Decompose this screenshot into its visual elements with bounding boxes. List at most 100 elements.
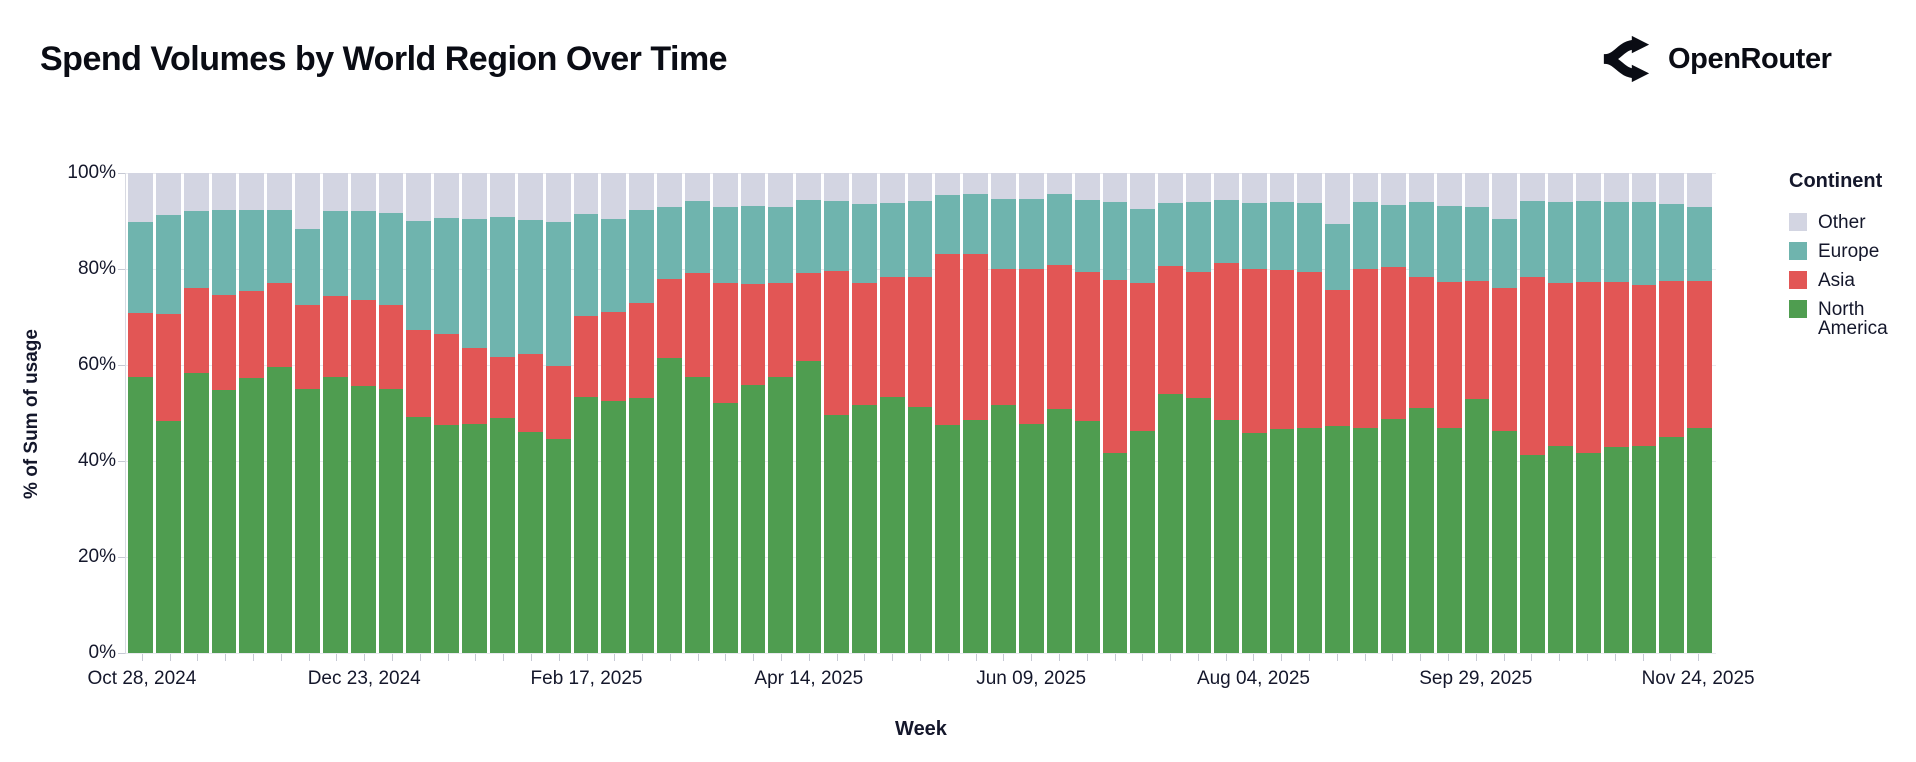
segment-other[interactable]	[824, 173, 849, 202]
segment-asia[interactable]	[935, 253, 961, 426]
segment-other[interactable]	[1603, 173, 1629, 202]
segment-asia[interactable]	[1186, 271, 1211, 398]
segment-asia[interactable]	[489, 356, 515, 419]
segment-other[interactable]	[907, 173, 933, 202]
bar-week-Oct 28, 2024[interactable]	[128, 173, 153, 653]
segment-asia[interactable]	[1130, 282, 1156, 432]
segment-asia[interactable]	[1241, 269, 1267, 434]
bar-week-May 12, 2025[interactable]	[907, 173, 933, 653]
segment-north-america[interactable]	[907, 406, 933, 653]
segment-north-america[interactable]	[657, 358, 682, 653]
segment-asia[interactable]	[183, 288, 209, 374]
segment-asia[interactable]	[851, 282, 877, 405]
bar-week-Aug 18, 2025[interactable]	[1297, 173, 1323, 653]
segment-north-america[interactable]	[1520, 455, 1546, 653]
segment-north-america[interactable]	[1380, 419, 1406, 653]
bar-week-Sep 22, 2025[interactable]	[1436, 173, 1462, 653]
segment-other[interactable]	[935, 173, 961, 195]
segment-europe[interactable]	[1603, 201, 1629, 283]
segment-europe[interactable]	[462, 219, 487, 348]
segment-other[interactable]	[1353, 173, 1378, 203]
segment-other[interactable]	[740, 173, 766, 206]
bar-week-Feb 24, 2025[interactable]	[601, 173, 627, 653]
segment-north-america[interactable]	[1074, 421, 1100, 653]
segment-north-america[interactable]	[1130, 431, 1156, 653]
segment-asia[interactable]	[768, 283, 794, 377]
bar-week-Jul 07, 2025[interactable]	[1130, 173, 1156, 653]
segment-north-america[interactable]	[601, 400, 627, 653]
bar-week-Apr 28, 2025[interactable]	[851, 173, 877, 653]
segment-other[interactable]	[489, 173, 515, 218]
segment-other[interactable]	[1158, 173, 1184, 203]
segment-north-america[interactable]	[350, 386, 376, 653]
segment-asia[interactable]	[907, 276, 933, 407]
bar-week-Feb 03, 2025[interactable]	[517, 173, 543, 653]
segment-north-america[interactable]	[128, 376, 153, 653]
segment-asia[interactable]	[991, 268, 1016, 406]
segment-north-america[interactable]	[1186, 397, 1211, 653]
segment-europe[interactable]	[991, 198, 1016, 269]
segment-europe[interactable]	[1659, 204, 1685, 281]
segment-other[interactable]	[1659, 173, 1685, 205]
segment-north-america[interactable]	[963, 419, 989, 653]
segment-north-america[interactable]	[879, 397, 905, 653]
segment-asia[interactable]	[1074, 271, 1100, 422]
segment-europe[interactable]	[1353, 202, 1378, 270]
segment-asia[interactable]	[1436, 281, 1462, 428]
segment-north-america[interactable]	[267, 367, 293, 653]
segment-other[interactable]	[601, 173, 627, 220]
segment-asia[interactable]	[1492, 287, 1518, 431]
segment-north-america[interactable]	[1436, 427, 1462, 653]
segment-other[interactable]	[1687, 173, 1713, 208]
segment-europe[interactable]	[740, 205, 766, 285]
segment-asia[interactable]	[573, 316, 599, 398]
bar-week-Nov 17, 2025[interactable]	[1659, 173, 1685, 653]
segment-asia[interactable]	[1380, 267, 1406, 420]
segment-asia[interactable]	[322, 295, 348, 378]
segment-asia[interactable]	[1548, 282, 1573, 447]
segment-europe[interactable]	[684, 201, 710, 274]
segment-europe[interactable]	[378, 212, 404, 306]
bar-week-Apr 21, 2025[interactable]	[824, 173, 849, 653]
segment-europe[interactable]	[1046, 194, 1072, 266]
segment-europe[interactable]	[211, 210, 237, 295]
segment-europe[interactable]	[712, 206, 738, 284]
segment-north-america[interactable]	[1019, 423, 1044, 653]
segment-asia[interactable]	[406, 329, 432, 417]
segment-other[interactable]	[1213, 173, 1239, 201]
segment-europe[interactable]	[1102, 202, 1128, 280]
bar-week-Nov 24, 2025[interactable]	[1687, 173, 1713, 653]
bar-week-Sep 29, 2025[interactable]	[1464, 173, 1490, 653]
bar-week-Jul 21, 2025[interactable]	[1186, 173, 1211, 653]
segment-europe[interactable]	[1297, 203, 1323, 273]
bar-week-Oct 20, 2025[interactable]	[1548, 173, 1573, 653]
segment-north-america[interactable]	[935, 425, 961, 653]
segment-asia[interactable]	[963, 254, 989, 420]
segment-europe[interactable]	[1158, 202, 1184, 267]
bar-week-Oct 27, 2025[interactable]	[1575, 173, 1601, 653]
segment-asia[interactable]	[267, 282, 293, 368]
bar-week-Feb 17, 2025[interactable]	[573, 173, 599, 653]
segment-north-america[interactable]	[1213, 420, 1239, 653]
segment-north-america[interactable]	[1325, 426, 1351, 653]
segment-europe[interactable]	[1408, 202, 1434, 278]
legend-item-other[interactable]: Other	[1789, 213, 1909, 232]
segment-north-america[interactable]	[211, 389, 237, 653]
segment-north-america[interactable]	[1464, 398, 1490, 653]
segment-north-america[interactable]	[1575, 453, 1601, 653]
segment-other[interactable]	[517, 173, 543, 220]
segment-north-america[interactable]	[1492, 430, 1518, 653]
segment-asia[interactable]	[128, 313, 153, 377]
bar-week-Jan 20, 2025[interactable]	[462, 173, 487, 653]
segment-north-america[interactable]	[545, 439, 571, 653]
segment-asia[interactable]	[1408, 277, 1434, 409]
segment-other[interactable]	[295, 173, 320, 230]
segment-north-america[interactable]	[1241, 433, 1267, 653]
bar-week-Mar 24, 2025[interactable]	[712, 173, 738, 653]
segment-north-america[interactable]	[824, 415, 849, 653]
segment-europe[interactable]	[517, 219, 543, 354]
segment-europe[interactable]	[1019, 198, 1044, 269]
segment-europe[interactable]	[489, 217, 515, 357]
bar-week-Nov 10, 2025[interactable]	[1631, 173, 1657, 653]
bar-week-Jul 14, 2025[interactable]	[1158, 173, 1184, 653]
